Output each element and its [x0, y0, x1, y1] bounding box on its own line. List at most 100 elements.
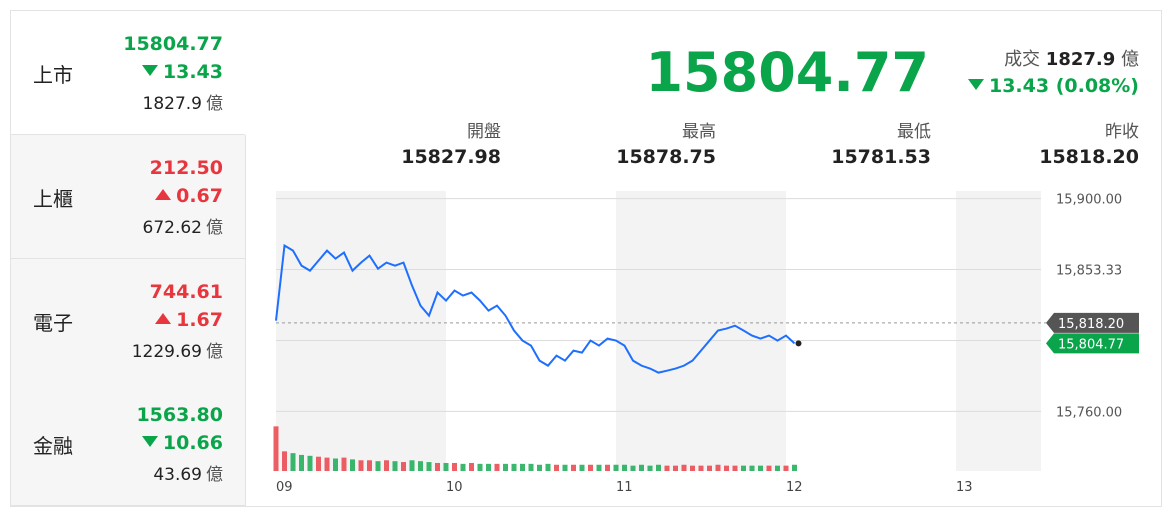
volume-value: 672.62 [142, 217, 202, 238]
market-price: 212.50 [149, 156, 223, 179]
volume-bar [290, 453, 296, 471]
unit: 億 [206, 94, 223, 114]
arrow [155, 188, 172, 200]
change-value: 1.67 [176, 308, 223, 331]
y-tick-label: 15,760.00 [1056, 405, 1122, 420]
volume-bar [384, 460, 389, 471]
volume-value: 43.69 [153, 465, 202, 486]
market-item[interactable]: 上櫃 212.50 0.67 672.62 億 [11, 134, 246, 259]
arrow [967, 79, 984, 90]
y-tick-label: 15,853.33 [1056, 264, 1122, 279]
market-price: 15804.77 [123, 33, 223, 55]
volume: 1827.9 [1045, 49, 1116, 70]
volume-bar [435, 462, 440, 471]
change: 13.43 [988, 75, 1050, 97]
volume-value: 1229.69 [131, 341, 202, 362]
volume-bar [307, 455, 313, 471]
market-name: 上市 [33, 63, 73, 87]
y-tick-label: 15,900.00 [1056, 193, 1122, 208]
volume-bar [690, 465, 695, 471]
volume-bar [282, 451, 287, 471]
volume-bar [528, 463, 534, 471]
volume-bar [460, 463, 466, 471]
volume-bar [715, 464, 721, 471]
arrow [141, 436, 158, 448]
volume-bar [707, 465, 712, 471]
volume-bar [545, 463, 551, 471]
chart: 15,900.00 15,853.33 15,760.00 09 10 11 12 13 15,… [273, 191, 1139, 495]
main-price: 15804.77 [645, 41, 929, 104]
volume-bar [273, 426, 279, 471]
market-name: 電子 [33, 310, 73, 335]
volume-bar [477, 463, 483, 471]
volume-bar [749, 465, 755, 471]
session-band [956, 191, 1041, 471]
market-name: 金融 [33, 434, 73, 459]
market-volume: 43.69 億 [153, 460, 223, 485]
volume-bar [426, 462, 432, 471]
price-line [275, 243, 796, 374]
volume-bar [367, 460, 372, 471]
volume-line: 成交 1827.9 億 [1004, 45, 1139, 71]
volume-bar [469, 462, 474, 471]
unit: 億 [206, 217, 223, 238]
market-price: 1563.80 [136, 404, 223, 427]
stat-label: 開盤 [467, 122, 501, 142]
volume-bar [647, 465, 653, 471]
x-tick-label: 11 [616, 480, 633, 495]
change-value: 10.66 [162, 432, 223, 455]
volume-bar [673, 465, 678, 471]
volume-bar [299, 454, 304, 471]
volume-bar [792, 464, 797, 471]
volume-bar [622, 464, 627, 471]
last-tag [1046, 333, 1139, 354]
volume-bar [511, 463, 517, 471]
volume-bar [486, 463, 491, 471]
widget: 上市 15804.77 13.43 1827.9 億上櫃 212.50 0.67 672.62… [10, 10, 1162, 507]
volume-bar [605, 464, 610, 471]
change-pct: (0.08%) [1055, 75, 1139, 97]
market-volume: 1229.69 億 [132, 337, 223, 362]
stat-label: 最高 [682, 122, 716, 142]
volume-bar [418, 461, 423, 471]
volume-bar [443, 462, 449, 471]
market-item[interactable]: 電子 744.61 1.67 1229.69 億 [11, 258, 246, 383]
x-tick-label: 13 [956, 480, 973, 495]
last-dot [795, 340, 802, 347]
last-tag-label: 15,804.77 [1058, 337, 1124, 352]
stat-value: 15818.20 [1039, 146, 1139, 168]
x-tick-label: 10 [446, 480, 463, 495]
market-item[interactable]: 金融 1563.80 10.66 43.69 億 [11, 382, 246, 507]
change-value: 13.43 [162, 61, 223, 83]
volume-bar [664, 465, 670, 471]
stat-value: 15827.98 [401, 146, 501, 168]
volume-bar [401, 462, 406, 471]
volume-bar [732, 465, 738, 471]
volume-label: 成交 [1004, 49, 1041, 70]
volume-value: 1827.9 [142, 94, 202, 114]
volume-bar [724, 465, 729, 471]
volume-bar [562, 464, 568, 471]
volume-bar [571, 464, 576, 471]
volume-bar [520, 463, 525, 471]
volume-bar [783, 465, 789, 471]
reference-tag-label: 15,818.20 [1058, 317, 1124, 332]
volume-bar [324, 457, 330, 471]
volume-bar [537, 464, 542, 471]
reference-tag [1046, 312, 1139, 333]
market-volume: 672.62 億 [143, 213, 223, 238]
change-line: 13.43 (0.08%) [967, 75, 1139, 97]
volume-bar [579, 464, 585, 471]
market-name: 上櫃 [33, 186, 73, 211]
unit: 億 [206, 465, 223, 486]
volume-bar [630, 465, 636, 471]
volume-bar [775, 465, 780, 471]
volume-bar [409, 460, 415, 471]
volume-bar [766, 465, 772, 471]
market-change: 1.67 [155, 309, 223, 331]
volume-bar [503, 463, 508, 471]
stat-label: 昨收 [1105, 122, 1139, 142]
volume-bar [452, 462, 457, 471]
market-volume: 1827.9 億 [143, 89, 223, 114]
market-item[interactable]: 上市 15804.77 13.43 1827.9 億 [11, 11, 245, 135]
